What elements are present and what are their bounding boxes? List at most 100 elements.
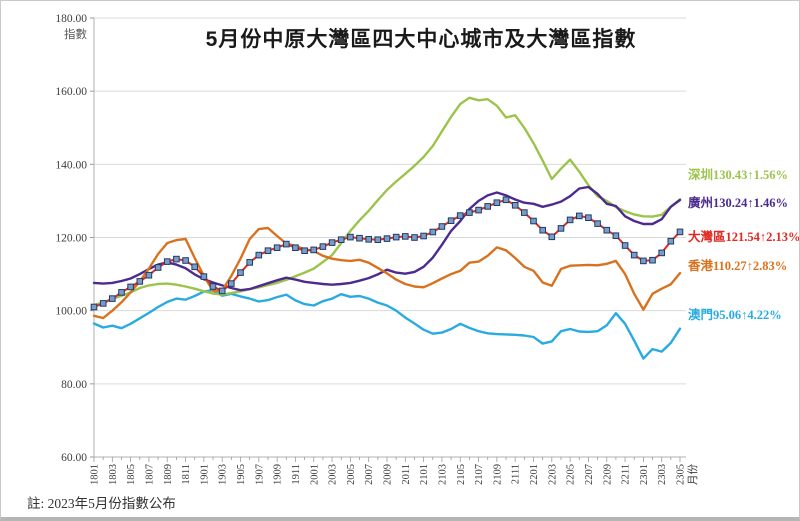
series-marker-bayarea — [630, 251, 638, 259]
series-marker-bayarea — [154, 264, 162, 271]
series-marker-bayarea — [127, 283, 134, 291]
legend-shenzhen: 深圳130.43↑1.56% — [688, 167, 788, 182]
series-marker-bayarea — [255, 251, 263, 259]
series-line-guangzhou — [92, 185, 682, 292]
series-marker-bayarea — [264, 247, 272, 254]
series-marker-bayarea — [365, 236, 372, 243]
series-marker-bayarea — [191, 263, 198, 271]
series-marker-bayarea — [109, 295, 116, 302]
series-marker-bayarea — [621, 242, 629, 249]
series-marker-bayarea — [466, 209, 473, 216]
x-tick-label: 1811 — [181, 464, 192, 485]
x-tick-label: 1903 — [218, 464, 229, 485]
series-marker-bayarea — [228, 280, 235, 287]
legend-bayarea: 大灣區121.54↑2.13% — [688, 229, 799, 244]
x-tick-label: 2111 — [511, 464, 522, 484]
series-marker-bayarea — [301, 247, 308, 254]
series-marker-bayarea — [429, 228, 437, 236]
y-axis-unit-label: 指數 — [64, 27, 87, 41]
chart-title: 5月份中原大灣區四大中心城市及大灣區指數 — [205, 28, 637, 51]
series-line-macau — [92, 289, 682, 360]
series-marker-bayarea — [283, 240, 290, 248]
series-marker-bayarea — [292, 244, 299, 251]
series-marker-bayarea — [447, 217, 455, 224]
series-marker-bayarea — [402, 233, 409, 240]
x-tick-label: 2209 — [602, 464, 613, 485]
x-tick-label: 1805 — [126, 464, 137, 485]
x-tick-label: 2001 — [309, 464, 320, 485]
x-tick-label: 2007 — [364, 464, 375, 485]
series-marker-bayarea — [676, 228, 684, 236]
y-tick-label: 120.00 — [55, 233, 87, 245]
x-tick-label: 1909 — [273, 464, 284, 485]
x-tick-label: 2009 — [383, 464, 394, 485]
series-line-bayarea — [93, 198, 681, 308]
x-tick-label: 1901 — [199, 464, 210, 485]
x-axis-unit-label: 月份 — [687, 464, 699, 485]
series-marker-bayarea — [502, 196, 510, 204]
y-tick-label: 140.00 — [55, 159, 87, 171]
series-marker-bayarea — [319, 243, 327, 250]
series-marker-bayarea — [310, 246, 317, 254]
y-tick-label: 100.00 — [55, 306, 87, 318]
x-tick-label: 2205 — [566, 464, 577, 485]
x-tick-label: 2107 — [474, 464, 485, 485]
x-tick-label: 2011 — [401, 464, 412, 485]
series-marker-bayarea — [182, 257, 189, 264]
x-tick-label: 2203 — [547, 464, 558, 485]
series-marker-bayarea — [356, 234, 363, 242]
series-marker-bayarea — [649, 256, 656, 264]
x-tick-label: 1807 — [144, 464, 155, 485]
x-tick-label: 2207 — [584, 464, 595, 485]
series-marker-bayarea — [658, 249, 666, 257]
x-tick-label: 2105 — [456, 464, 467, 485]
series-marker-bayarea — [90, 303, 98, 311]
x-tick-label: 2201 — [529, 464, 540, 485]
series-marker-bayarea — [218, 287, 226, 295]
series-marker-bayarea — [209, 283, 217, 290]
series-marker-bayarea — [136, 278, 144, 285]
series-marker-bayarea — [118, 289, 125, 296]
series-marker-bayarea — [511, 202, 519, 209]
x-tick-label: 2103 — [437, 464, 448, 485]
x-tick-label: 1911 — [291, 464, 302, 485]
series-marker-bayarea — [548, 233, 556, 241]
y-tick-label: 60.00 — [61, 452, 87, 464]
series-marker-bayarea — [640, 257, 647, 265]
x-tick-label: 2211 — [621, 464, 632, 485]
series-marker-bayarea — [273, 244, 281, 251]
series-marker-bayarea — [594, 220, 601, 227]
series-marker-bayarea — [99, 300, 107, 307]
series-marker-bayarea — [411, 234, 418, 241]
x-tick-label: 2109 — [492, 464, 503, 485]
series-line-hongkong — [92, 226, 682, 320]
legend-macau: 澳門95.06↑4.22% — [688, 307, 782, 322]
series-marker-bayarea — [612, 232, 620, 239]
x-tick-label: 2003 — [328, 464, 339, 485]
series-marker-bayarea — [475, 206, 482, 214]
series-marker-bayarea — [667, 237, 675, 245]
series-marker-bayarea — [200, 273, 208, 280]
series-marker-bayarea — [484, 203, 491, 210]
legend-guangzhou: 廣州130.24↑1.46% — [688, 195, 788, 210]
series-marker-bayarea — [173, 255, 180, 263]
series-marker-bayarea — [347, 233, 354, 241]
series-marker-bayarea — [576, 212, 583, 220]
series-marker-bayarea — [328, 239, 336, 246]
x-tick-label: 2101 — [419, 464, 430, 485]
data-series — [90, 96, 684, 360]
series-marker-bayarea — [438, 223, 446, 230]
legend-hongkong: 香港110.27↑2.83% — [687, 258, 787, 273]
x-tick-label: 1803 — [108, 464, 119, 485]
x-tick-label: 1809 — [163, 464, 174, 485]
axes: 180.00 160.00 140.00 120.00 100.00 80.00 60.00… — [55, 13, 699, 485]
series-marker-bayarea — [456, 212, 464, 219]
series-end-labels: 深圳130.43↑1.56% 廣州130.24↑1.46% 大灣區121.54↑2.… — [687, 167, 799, 322]
series-marker-bayarea — [493, 199, 501, 206]
series-marker-bayarea — [521, 209, 528, 216]
x-tick-label: 1801 — [90, 464, 101, 485]
x-tick-label: 2303 — [657, 464, 668, 485]
footnote: 註: 2023年5月份指數公布 — [27, 496, 176, 511]
y-tick-label: 160.00 — [55, 86, 87, 98]
series-marker-bayarea — [566, 216, 574, 224]
